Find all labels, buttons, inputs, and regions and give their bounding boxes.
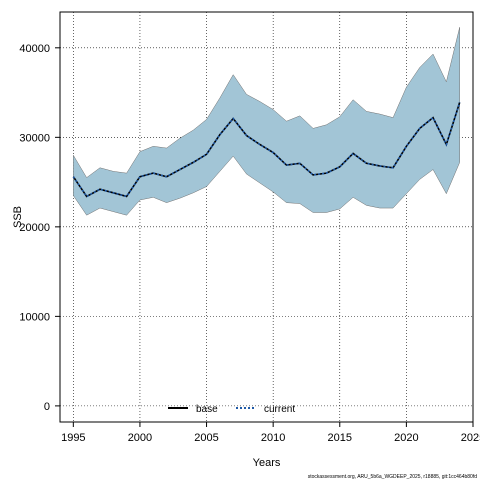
footer-credit: stockassessment.org, ARU_5b6a_WGDEEP_202… [308,474,477,480]
x-tick-label: 2000 [128,432,152,444]
y-tick-label: 30000 [19,132,50,144]
x-axis: 1995 2000 2005 2010 2015 2020 2025 [61,422,480,444]
x-tick-label: 2005 [194,432,218,444]
y-tick-label: 40000 [19,43,50,55]
legend-label-base: base [196,404,218,415]
x-tick-label: 2025 [461,432,480,444]
series-line-current [72,102,461,198]
y-tick-label: 0 [44,401,50,413]
y-axis: 0 10000 20000 30000 40000 [19,43,60,413]
legend-label-current: current [264,404,295,415]
y-tick-label: 10000 [19,311,50,323]
y-axis-title: SSB [12,206,24,228]
x-axis-title: Years [253,457,281,469]
x-tick-label: 2015 [328,432,352,444]
x-tick-label: 2020 [394,432,418,444]
grid-lines [60,12,474,422]
x-tick-label: 2010 [261,432,285,444]
confidence-band [73,27,460,216]
y-tick-label: 20000 [19,222,50,234]
plot-frame [59,11,474,423]
x-tick-label: 1995 [61,432,85,444]
legend: base current [168,404,295,415]
